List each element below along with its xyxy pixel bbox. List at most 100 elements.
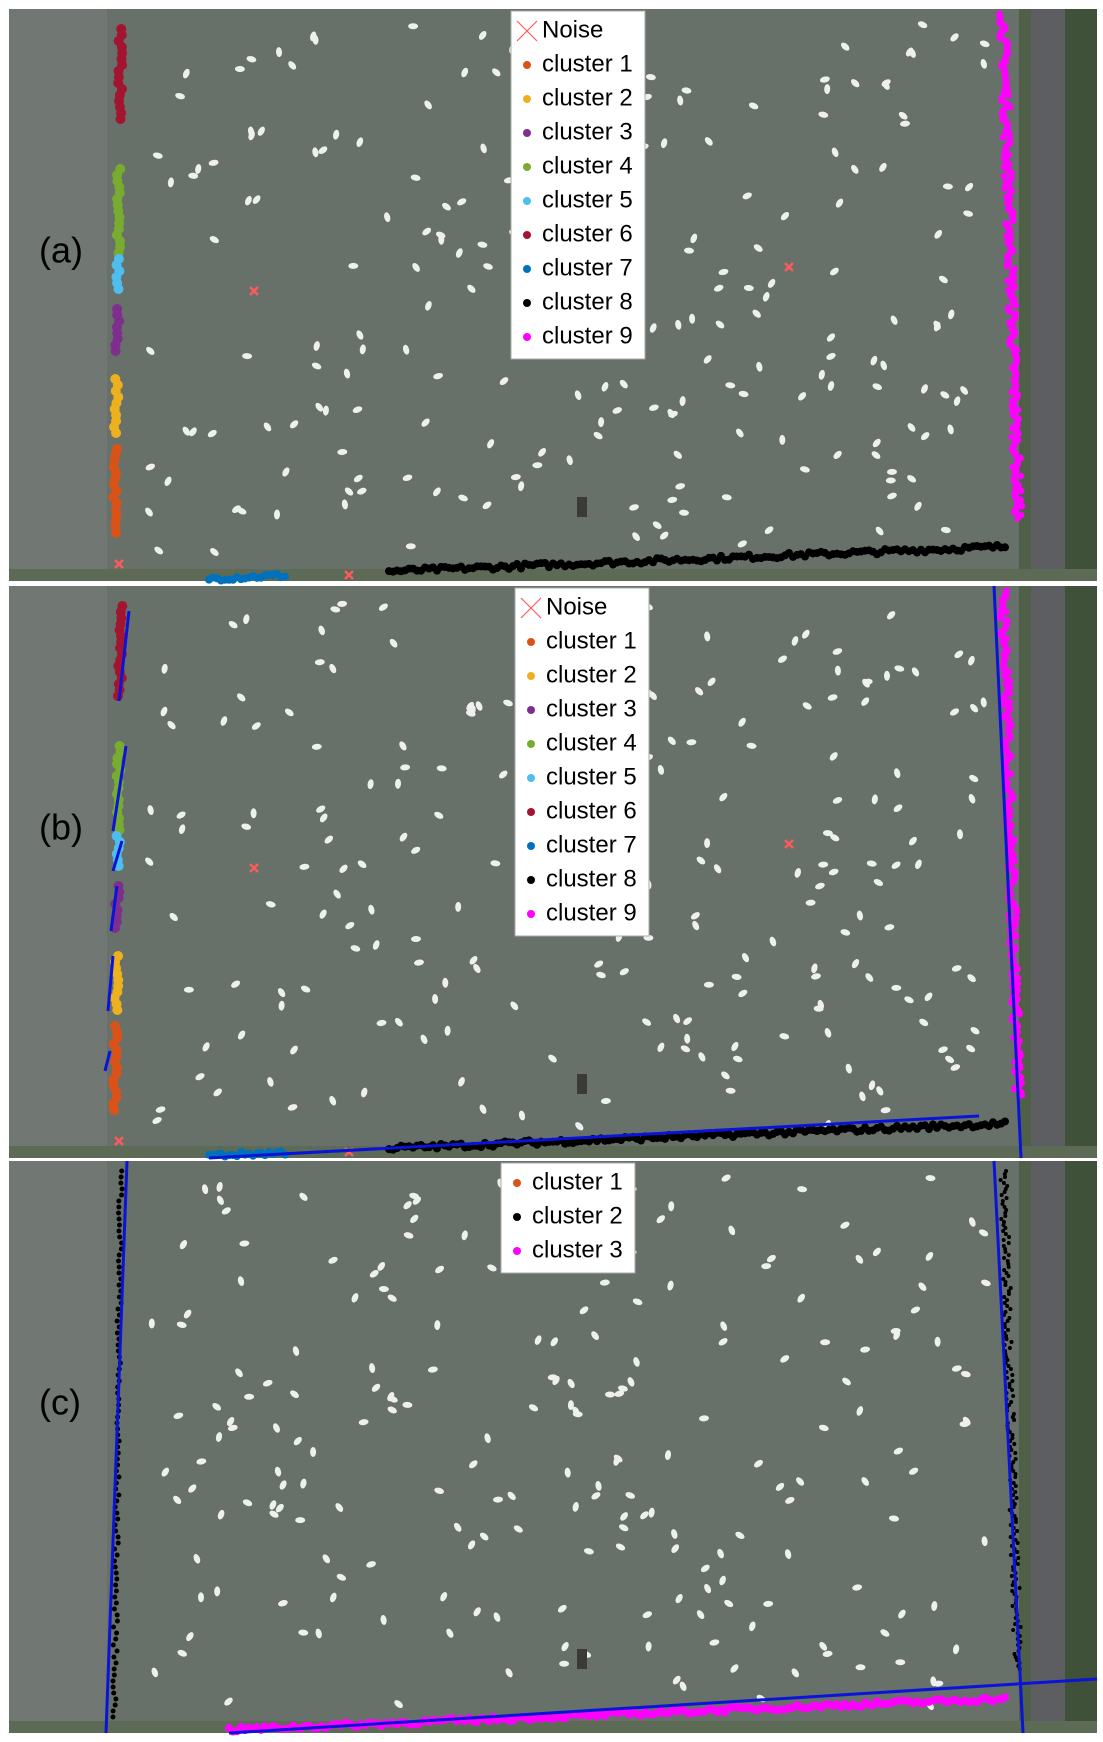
cluster-point [1008, 434, 1015, 441]
cluster-point [114, 1631, 119, 1636]
right-grass [1065, 586, 1097, 1158]
cluster-point [117, 1283, 122, 1288]
cluster-point [113, 1637, 118, 1642]
cluster-point [114, 1589, 119, 1594]
cluster-point [111, 346, 121, 356]
cluster-point [111, 428, 121, 438]
cluster-point [116, 114, 126, 124]
panel: (b)Noisecluster 1cluster 2cluster 3clust… [9, 586, 1097, 1161]
legend-marker [523, 333, 531, 341]
legend-marker [513, 1213, 521, 1221]
sheep [310, 1447, 316, 1457]
cluster-point [1002, 1256, 1006, 1260]
cluster-point [117, 1265, 122, 1270]
cluster-point [1008, 1346, 1012, 1350]
legend-marker [527, 672, 535, 680]
cluster-point [115, 1613, 120, 1618]
legend-marker [523, 129, 531, 137]
legend-label: cluster 4 [542, 152, 633, 179]
cluster-point [1006, 1328, 1010, 1332]
cluster-point [111, 1685, 116, 1690]
cluster-point [1013, 915, 1020, 922]
sheep [704, 838, 710, 848]
cluster-point [1009, 1340, 1013, 1344]
road [1031, 586, 1065, 1158]
bottom-strip [9, 1146, 1097, 1158]
cluster-point [1009, 218, 1016, 225]
cluster-point [1018, 488, 1025, 495]
left-strip [9, 586, 107, 1158]
legend-marker [527, 638, 535, 646]
cluster-point [1012, 302, 1019, 309]
cluster-point [1005, 92, 1012, 99]
cluster-point [1006, 131, 1013, 138]
legend-marker [527, 774, 535, 782]
legend-marker [527, 842, 535, 850]
cluster-point [1001, 185, 1008, 192]
cluster-point [113, 1703, 118, 1708]
bottom-strip [9, 569, 1097, 581]
cluster-point [1001, 173, 1008, 180]
legend-marker [523, 163, 531, 171]
legend-marker [513, 1247, 521, 1255]
cluster-point [1003, 1283, 1007, 1287]
cluster-point [116, 1475, 121, 1480]
cluster-point [997, 615, 1004, 622]
cluster-point [111, 1715, 116, 1720]
road [1031, 9, 1065, 581]
legend: Noisecluster 1cluster 2cluster 3cluster … [515, 588, 649, 936]
cluster-point [1001, 1117, 1009, 1125]
cluster-point [117, 1253, 122, 1258]
cluster-point [1011, 1394, 1015, 1398]
cluster-point [1006, 1319, 1010, 1323]
cluster-point [1019, 1625, 1023, 1629]
panel: (c)cluster 1cluster 2cluster 3 [9, 1161, 1097, 1735]
sheep [251, 808, 257, 818]
cluster-point [1013, 909, 1020, 916]
cluster-point [1007, 1241, 1011, 1245]
cluster-point [1016, 1562, 1020, 1566]
cluster-point [113, 1583, 118, 1588]
cluster-point [111, 1655, 116, 1660]
legend: Noisecluster 1cluster 2cluster 3cluster … [511, 11, 645, 359]
cluster-point [117, 1223, 122, 1228]
legend-marker [527, 706, 535, 714]
legend-label: cluster 4 [546, 729, 637, 756]
cluster-point [119, 1193, 124, 1198]
panel-label: (a) [39, 230, 83, 271]
cluster-point [1007, 1253, 1011, 1257]
cluster-point [115, 1553, 120, 1558]
cluster-point [1001, 1229, 1005, 1233]
cluster-point [1004, 263, 1011, 270]
legend-label: cluster 8 [542, 288, 633, 315]
legend-label: cluster 3 [546, 695, 637, 722]
legend-label: cluster 6 [542, 220, 633, 247]
legend-label: cluster 6 [546, 797, 637, 824]
verge [1019, 586, 1031, 1158]
cluster-point [111, 1709, 116, 1714]
feeder [577, 1074, 587, 1094]
cluster-point [1009, 1553, 1013, 1557]
cluster-point [1003, 1175, 1007, 1179]
cluster-point [120, 1187, 125, 1192]
cluster-point [117, 1217, 122, 1222]
legend-label: Noise [542, 16, 603, 43]
cluster-point [113, 284, 123, 294]
cluster-point [1013, 1451, 1017, 1455]
cluster-point [1011, 1628, 1015, 1632]
cluster-point [1014, 1520, 1018, 1524]
cluster-point [110, 1679, 115, 1684]
legend-label: cluster 1 [546, 627, 637, 654]
cluster-point [1006, 104, 1013, 111]
panel: (a) Noisecluster 1cluster 2cluster 3clust… [9, 9, 1097, 585]
right-grass [1065, 1161, 1097, 1733]
road [1031, 1161, 1065, 1733]
cluster-point [116, 1541, 121, 1546]
cluster-point [112, 1595, 117, 1600]
cluster-point [116, 1205, 121, 1210]
sheep [559, 1661, 569, 1667]
legend-label: cluster 3 [532, 1236, 623, 1263]
cluster-point [116, 1493, 121, 1498]
cluster-point [1002, 1295, 1006, 1299]
cluster-point [1010, 1373, 1014, 1377]
